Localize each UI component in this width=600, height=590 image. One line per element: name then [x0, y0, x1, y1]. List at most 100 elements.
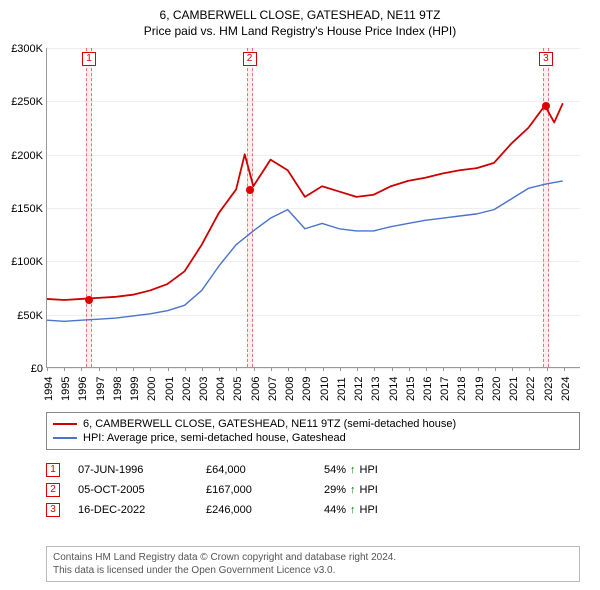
transaction-date: 07-JUN-1996: [78, 464, 188, 476]
x-axis-label: 2011: [336, 377, 348, 401]
x-axis-label: 2013: [370, 377, 382, 401]
legend-swatch: [53, 423, 77, 425]
x-tick: [64, 367, 65, 371]
transaction-row: 2 05-OCT-2005 £167,000 29% ↑ HPI: [46, 480, 580, 500]
legend-swatch: [53, 437, 77, 439]
marker-number: 2: [243, 52, 257, 66]
x-tick: [478, 367, 479, 371]
y-axis-label: £50K: [17, 310, 43, 322]
marker-number: 3: [539, 52, 553, 66]
x-tick: [495, 367, 496, 371]
x-tick: [271, 367, 272, 371]
page-title: 6, CAMBERWELL CLOSE, GATESHEAD, NE11 9TZ: [0, 0, 600, 22]
transaction-pct: 54% ↑ HPI: [324, 464, 378, 476]
y-axis-label: £100K: [11, 256, 43, 268]
chart: £0£50K£100K£150K£200K£250K£300K199419951…: [46, 48, 580, 368]
x-axis-label: 2005: [232, 377, 244, 401]
series-line: [47, 181, 563, 321]
x-axis-label: 1994: [43, 377, 55, 401]
x-axis-label: 2002: [181, 377, 193, 401]
x-axis-label: 2015: [405, 377, 417, 401]
legend: 6, CAMBERWELL CLOSE, GATESHEAD, NE11 9TZ…: [46, 412, 580, 450]
legend-item: 6, CAMBERWELL CLOSE, GATESHEAD, NE11 9TZ…: [53, 417, 573, 431]
x-tick: [288, 367, 289, 371]
x-tick: [323, 367, 324, 371]
x-axis-label: 2012: [353, 377, 365, 401]
footnote-line1: Contains HM Land Registry data © Crown c…: [53, 551, 573, 564]
marker-dot: [246, 186, 254, 194]
transaction-number: 3: [46, 503, 60, 517]
x-axis-label: 2014: [388, 377, 400, 401]
x-tick: [116, 367, 117, 371]
transaction-date: 05-OCT-2005: [78, 484, 188, 496]
marker-number: 1: [82, 52, 96, 66]
transaction-number: 2: [46, 483, 60, 497]
x-axis-label: 1999: [129, 377, 141, 401]
x-tick: [547, 367, 548, 371]
x-tick: [150, 367, 151, 371]
x-tick: [340, 367, 341, 371]
x-tick: [564, 367, 565, 371]
transaction-pct-value: 44%: [324, 504, 346, 516]
x-tick: [529, 367, 530, 371]
x-tick: [81, 367, 82, 371]
x-tick: [426, 367, 427, 371]
transaction-pct-value: 54%: [324, 464, 346, 476]
transaction-price: £64,000: [206, 464, 306, 476]
x-tick: [254, 367, 255, 371]
transaction-suffix: HPI: [360, 484, 378, 496]
x-tick: [202, 367, 203, 371]
x-axis-label: 2023: [543, 377, 555, 401]
transaction-suffix: HPI: [360, 504, 378, 516]
x-tick: [47, 367, 48, 371]
x-tick: [219, 367, 220, 371]
x-axis-label: 2001: [164, 377, 176, 401]
footnote: Contains HM Land Registry data © Crown c…: [46, 546, 580, 582]
x-tick: [392, 367, 393, 371]
x-axis-label: 2018: [456, 377, 468, 401]
legend-item: HPI: Average price, semi-detached house,…: [53, 431, 573, 445]
marker-dot: [85, 296, 93, 304]
footnote-line2: This data is licensed under the Open Gov…: [53, 564, 573, 577]
x-axis-label: 2022: [525, 377, 537, 401]
y-axis-label: £150K: [11, 203, 43, 215]
y-axis-label: £0: [31, 363, 43, 375]
up-arrow-icon: ↑: [350, 484, 356, 496]
x-tick: [357, 367, 358, 371]
x-axis-label: 1995: [60, 377, 72, 401]
x-axis-label: 2003: [198, 377, 210, 401]
x-axis-label: 2006: [250, 377, 262, 401]
transaction-date: 16-DEC-2022: [78, 504, 188, 516]
transaction-number: 1: [46, 463, 60, 477]
x-tick: [305, 367, 306, 371]
y-gridline: £0: [47, 368, 580, 369]
x-axis-label: 2019: [474, 377, 486, 401]
x-axis-label: 2008: [284, 377, 296, 401]
x-tick: [374, 367, 375, 371]
transactions-table: 1 07-JUN-1996 £64,000 54% ↑ HPI 2 05-OCT-2005 £1…: [46, 460, 580, 520]
x-tick: [185, 367, 186, 371]
transaction-row: 1 07-JUN-1996 £64,000 54% ↑ HPI: [46, 460, 580, 480]
x-axis-label: 2010: [319, 377, 331, 401]
x-axis-label: 1996: [77, 377, 89, 401]
x-tick: [512, 367, 513, 371]
x-axis-label: 2024: [560, 377, 572, 401]
x-axis-label: 2017: [439, 377, 451, 401]
series-line: [47, 103, 563, 300]
transaction-pct-value: 29%: [324, 484, 346, 496]
x-tick: [236, 367, 237, 371]
transaction-suffix: HPI: [360, 464, 378, 476]
x-tick: [443, 367, 444, 371]
x-tick: [133, 367, 134, 371]
page-subtitle: Price paid vs. HM Land Registry's House …: [0, 22, 600, 38]
legend-label: HPI: Average price, semi-detached house,…: [83, 432, 346, 444]
x-axis-label: 2004: [215, 377, 227, 401]
x-tick: [168, 367, 169, 371]
transaction-pct: 29% ↑ HPI: [324, 484, 378, 496]
x-axis-label: 2007: [267, 377, 279, 401]
x-axis-label: 2020: [491, 377, 503, 401]
x-axis-label: 2000: [146, 377, 158, 401]
up-arrow-icon: ↑: [350, 464, 356, 476]
transaction-price: £167,000: [206, 484, 306, 496]
x-axis-label: 1998: [112, 377, 124, 401]
